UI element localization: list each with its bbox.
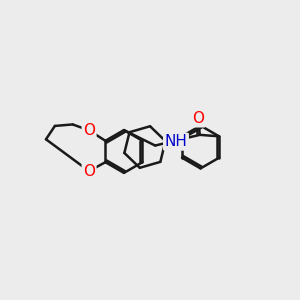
Text: NH: NH bbox=[164, 134, 188, 149]
Text: O: O bbox=[83, 123, 95, 138]
Text: O: O bbox=[83, 164, 95, 178]
Text: O: O bbox=[192, 111, 204, 126]
